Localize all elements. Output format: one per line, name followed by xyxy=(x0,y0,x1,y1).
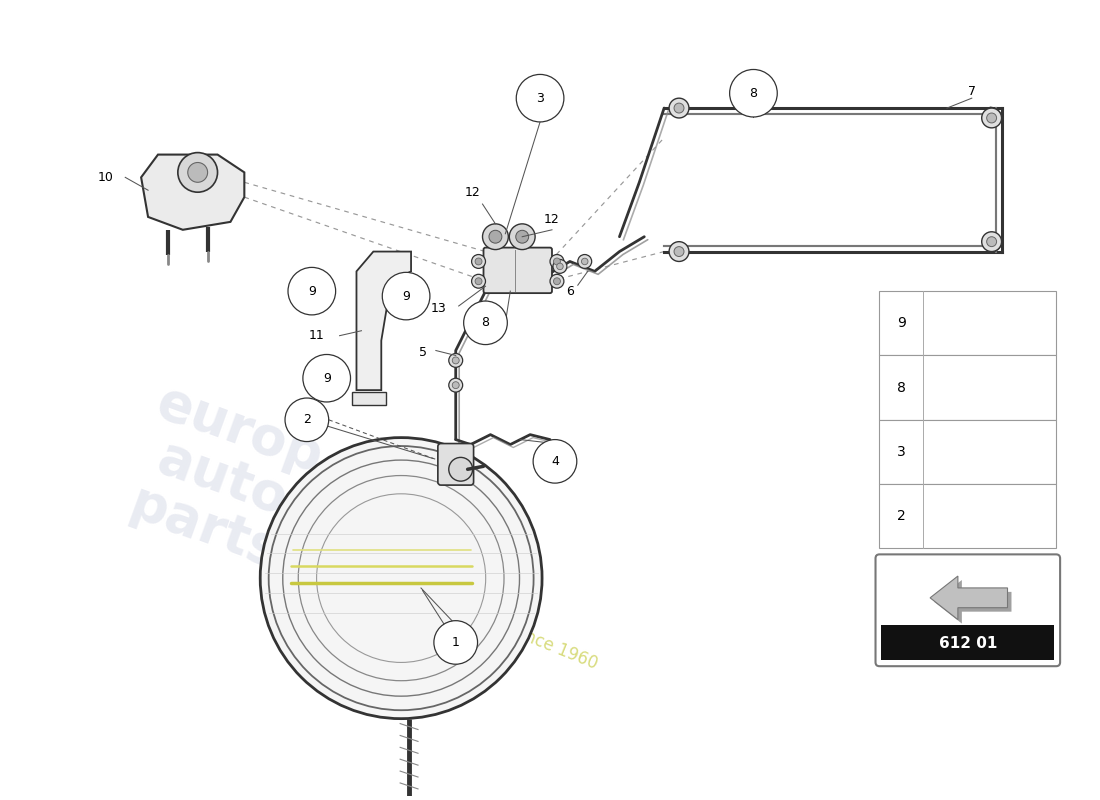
Circle shape xyxy=(483,224,508,250)
Text: 9: 9 xyxy=(308,285,316,298)
Text: 9: 9 xyxy=(896,316,905,330)
Bar xyxy=(880,355,1056,420)
Circle shape xyxy=(178,153,218,192)
Circle shape xyxy=(981,232,1002,251)
Text: 9: 9 xyxy=(403,290,410,302)
Text: 8: 8 xyxy=(482,316,490,330)
Circle shape xyxy=(516,230,529,243)
Circle shape xyxy=(669,98,689,118)
Circle shape xyxy=(383,272,430,320)
Circle shape xyxy=(674,103,684,113)
Text: 12: 12 xyxy=(544,214,560,226)
Circle shape xyxy=(452,357,459,364)
Text: 3: 3 xyxy=(896,445,905,459)
Text: 4: 4 xyxy=(551,455,559,468)
Circle shape xyxy=(987,237,997,246)
Text: 8: 8 xyxy=(749,86,758,100)
Circle shape xyxy=(534,439,576,483)
Circle shape xyxy=(516,74,564,122)
Bar xyxy=(881,625,1054,660)
Circle shape xyxy=(550,274,564,288)
Bar xyxy=(880,484,1056,549)
FancyBboxPatch shape xyxy=(484,248,552,293)
Text: 6: 6 xyxy=(565,285,574,298)
Polygon shape xyxy=(934,580,1012,623)
Bar xyxy=(880,420,1056,484)
Circle shape xyxy=(475,258,482,265)
Circle shape xyxy=(452,382,459,389)
Circle shape xyxy=(188,162,208,182)
Circle shape xyxy=(449,354,463,367)
Polygon shape xyxy=(141,154,244,230)
Text: 8: 8 xyxy=(896,381,905,394)
Circle shape xyxy=(981,108,1002,128)
Circle shape xyxy=(987,113,997,123)
Text: a passion for parts since 1960: a passion for parts since 1960 xyxy=(361,562,601,673)
Circle shape xyxy=(464,301,507,345)
Polygon shape xyxy=(352,392,386,405)
Circle shape xyxy=(433,621,477,664)
Circle shape xyxy=(475,278,482,285)
Circle shape xyxy=(288,267,336,315)
Circle shape xyxy=(553,278,560,285)
Text: 13: 13 xyxy=(431,302,447,315)
Circle shape xyxy=(509,224,535,250)
Text: 612 01: 612 01 xyxy=(938,636,997,651)
Circle shape xyxy=(669,242,689,262)
Circle shape xyxy=(553,259,566,274)
Polygon shape xyxy=(356,251,411,390)
Circle shape xyxy=(472,254,485,268)
Text: europ
auto
parts: europ auto parts xyxy=(114,376,330,582)
Circle shape xyxy=(557,263,563,270)
Circle shape xyxy=(261,438,542,718)
Text: 2: 2 xyxy=(302,414,311,426)
Text: 11: 11 xyxy=(309,329,324,342)
Text: 5: 5 xyxy=(419,346,427,359)
Circle shape xyxy=(553,258,560,265)
Text: 10: 10 xyxy=(98,171,113,184)
Circle shape xyxy=(582,258,588,265)
Bar xyxy=(880,291,1056,355)
Polygon shape xyxy=(931,576,1008,619)
FancyBboxPatch shape xyxy=(438,443,474,485)
Text: 1: 1 xyxy=(452,636,460,649)
Text: 7: 7 xyxy=(968,85,976,98)
Text: 12: 12 xyxy=(464,186,481,198)
Circle shape xyxy=(490,230,502,243)
Circle shape xyxy=(729,70,778,117)
Circle shape xyxy=(674,246,684,257)
Circle shape xyxy=(472,274,485,288)
Circle shape xyxy=(449,458,473,481)
Text: 3: 3 xyxy=(536,92,544,105)
FancyBboxPatch shape xyxy=(876,554,1060,666)
Text: 2: 2 xyxy=(896,510,905,523)
Text: 9: 9 xyxy=(322,372,331,385)
Circle shape xyxy=(302,354,351,402)
Circle shape xyxy=(449,378,463,392)
Circle shape xyxy=(550,254,564,268)
Circle shape xyxy=(578,254,592,268)
Circle shape xyxy=(285,398,329,442)
